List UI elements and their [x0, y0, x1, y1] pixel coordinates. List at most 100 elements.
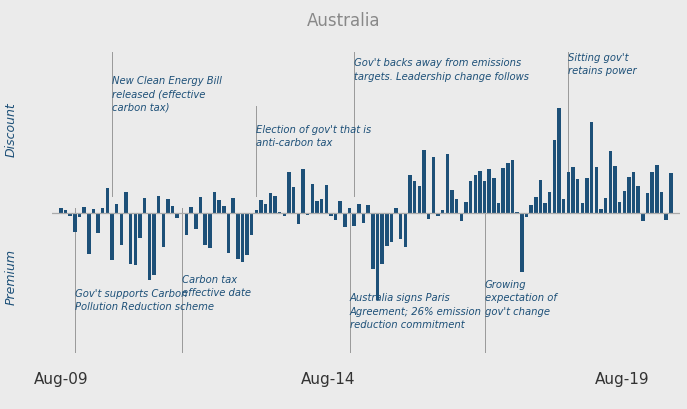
Bar — [418, 187, 421, 213]
Bar — [148, 213, 151, 281]
Bar — [385, 213, 389, 247]
Text: Australia: Australia — [307, 12, 380, 30]
Bar — [115, 204, 118, 213]
Bar — [138, 213, 142, 239]
Bar — [87, 213, 91, 254]
Bar — [431, 157, 435, 213]
Text: Sitting gov't
retains power: Sitting gov't retains power — [568, 53, 637, 76]
Bar — [483, 182, 486, 213]
Bar — [320, 200, 324, 213]
Bar — [166, 200, 170, 213]
Bar — [539, 181, 542, 213]
Text: Australia signs Paris
Agreement; 26% emission
reduction commitment: Australia signs Paris Agreement; 26% emi… — [350, 293, 482, 329]
Bar — [497, 204, 500, 213]
Bar — [450, 191, 453, 213]
Bar — [609, 151, 612, 213]
Bar — [240, 213, 244, 262]
Bar — [488, 170, 491, 213]
Bar — [59, 208, 63, 213]
Bar — [78, 213, 81, 218]
Bar — [632, 173, 635, 213]
Text: Carbon tax
effective date: Carbon tax effective date — [182, 274, 251, 297]
Bar — [157, 196, 160, 213]
Bar — [655, 166, 659, 213]
Bar — [599, 210, 602, 213]
Bar — [217, 201, 221, 213]
Text: New Clean Energy Bill
released (effective
carbon tax): New Clean Energy Bill released (effectiv… — [112, 76, 222, 112]
Bar — [362, 213, 365, 223]
Bar — [520, 213, 523, 273]
Text: Discount: Discount — [4, 102, 17, 156]
Text: Premium: Premium — [4, 248, 17, 304]
Bar — [153, 213, 156, 275]
Bar — [604, 198, 607, 213]
Bar — [366, 206, 370, 213]
Bar — [636, 187, 640, 213]
Bar — [669, 174, 673, 213]
Bar — [585, 179, 589, 213]
Bar — [69, 213, 72, 216]
Bar — [576, 180, 579, 213]
Bar — [301, 169, 305, 213]
Bar — [175, 213, 179, 218]
Bar — [101, 209, 104, 213]
Bar — [469, 182, 473, 213]
Bar — [390, 213, 393, 243]
Bar — [297, 213, 300, 224]
Bar — [651, 173, 654, 213]
Bar — [641, 213, 644, 221]
Bar — [203, 213, 207, 245]
Bar — [311, 184, 314, 213]
Bar — [171, 206, 174, 213]
Bar — [413, 181, 416, 213]
Bar — [348, 209, 351, 213]
Bar — [120, 213, 123, 245]
Bar — [371, 213, 374, 269]
Text: Growing
expectation of
gov't change: Growing expectation of gov't change — [484, 279, 556, 316]
Bar — [180, 213, 183, 215]
Bar — [143, 198, 146, 213]
Bar — [208, 213, 212, 248]
Bar — [548, 193, 552, 213]
Bar — [572, 168, 575, 213]
Bar — [64, 210, 67, 213]
Bar — [455, 199, 458, 213]
Bar — [111, 213, 114, 261]
Bar — [343, 213, 347, 227]
Bar — [473, 176, 477, 213]
Bar — [73, 213, 76, 233]
Bar — [404, 213, 407, 247]
Bar — [664, 213, 668, 220]
Bar — [394, 208, 398, 213]
Bar — [534, 198, 537, 213]
Bar — [618, 202, 621, 213]
Bar — [255, 210, 258, 213]
Bar — [190, 207, 193, 213]
Bar — [250, 213, 254, 235]
Bar — [502, 169, 505, 213]
Bar — [441, 211, 444, 213]
Bar — [492, 179, 495, 213]
Bar — [161, 213, 165, 247]
Bar — [543, 203, 547, 213]
Bar — [269, 194, 272, 213]
Bar — [552, 140, 556, 213]
Bar — [525, 213, 528, 217]
Bar — [567, 172, 570, 213]
Bar — [510, 161, 515, 213]
Bar — [590, 123, 594, 213]
Text: Aug-19: Aug-19 — [595, 371, 649, 386]
Bar — [334, 213, 337, 221]
Bar — [133, 213, 137, 266]
Bar — [562, 200, 565, 213]
Bar — [408, 175, 412, 213]
Text: Gov't supports Carbon
Pollution Reduction scheme: Gov't supports Carbon Pollution Reductio… — [75, 288, 214, 311]
Bar — [581, 203, 584, 213]
Bar — [399, 213, 403, 239]
Bar — [245, 213, 249, 256]
Bar — [339, 201, 342, 213]
Bar — [557, 109, 561, 213]
Bar — [613, 167, 617, 213]
Bar — [478, 172, 482, 213]
Bar — [222, 206, 225, 213]
